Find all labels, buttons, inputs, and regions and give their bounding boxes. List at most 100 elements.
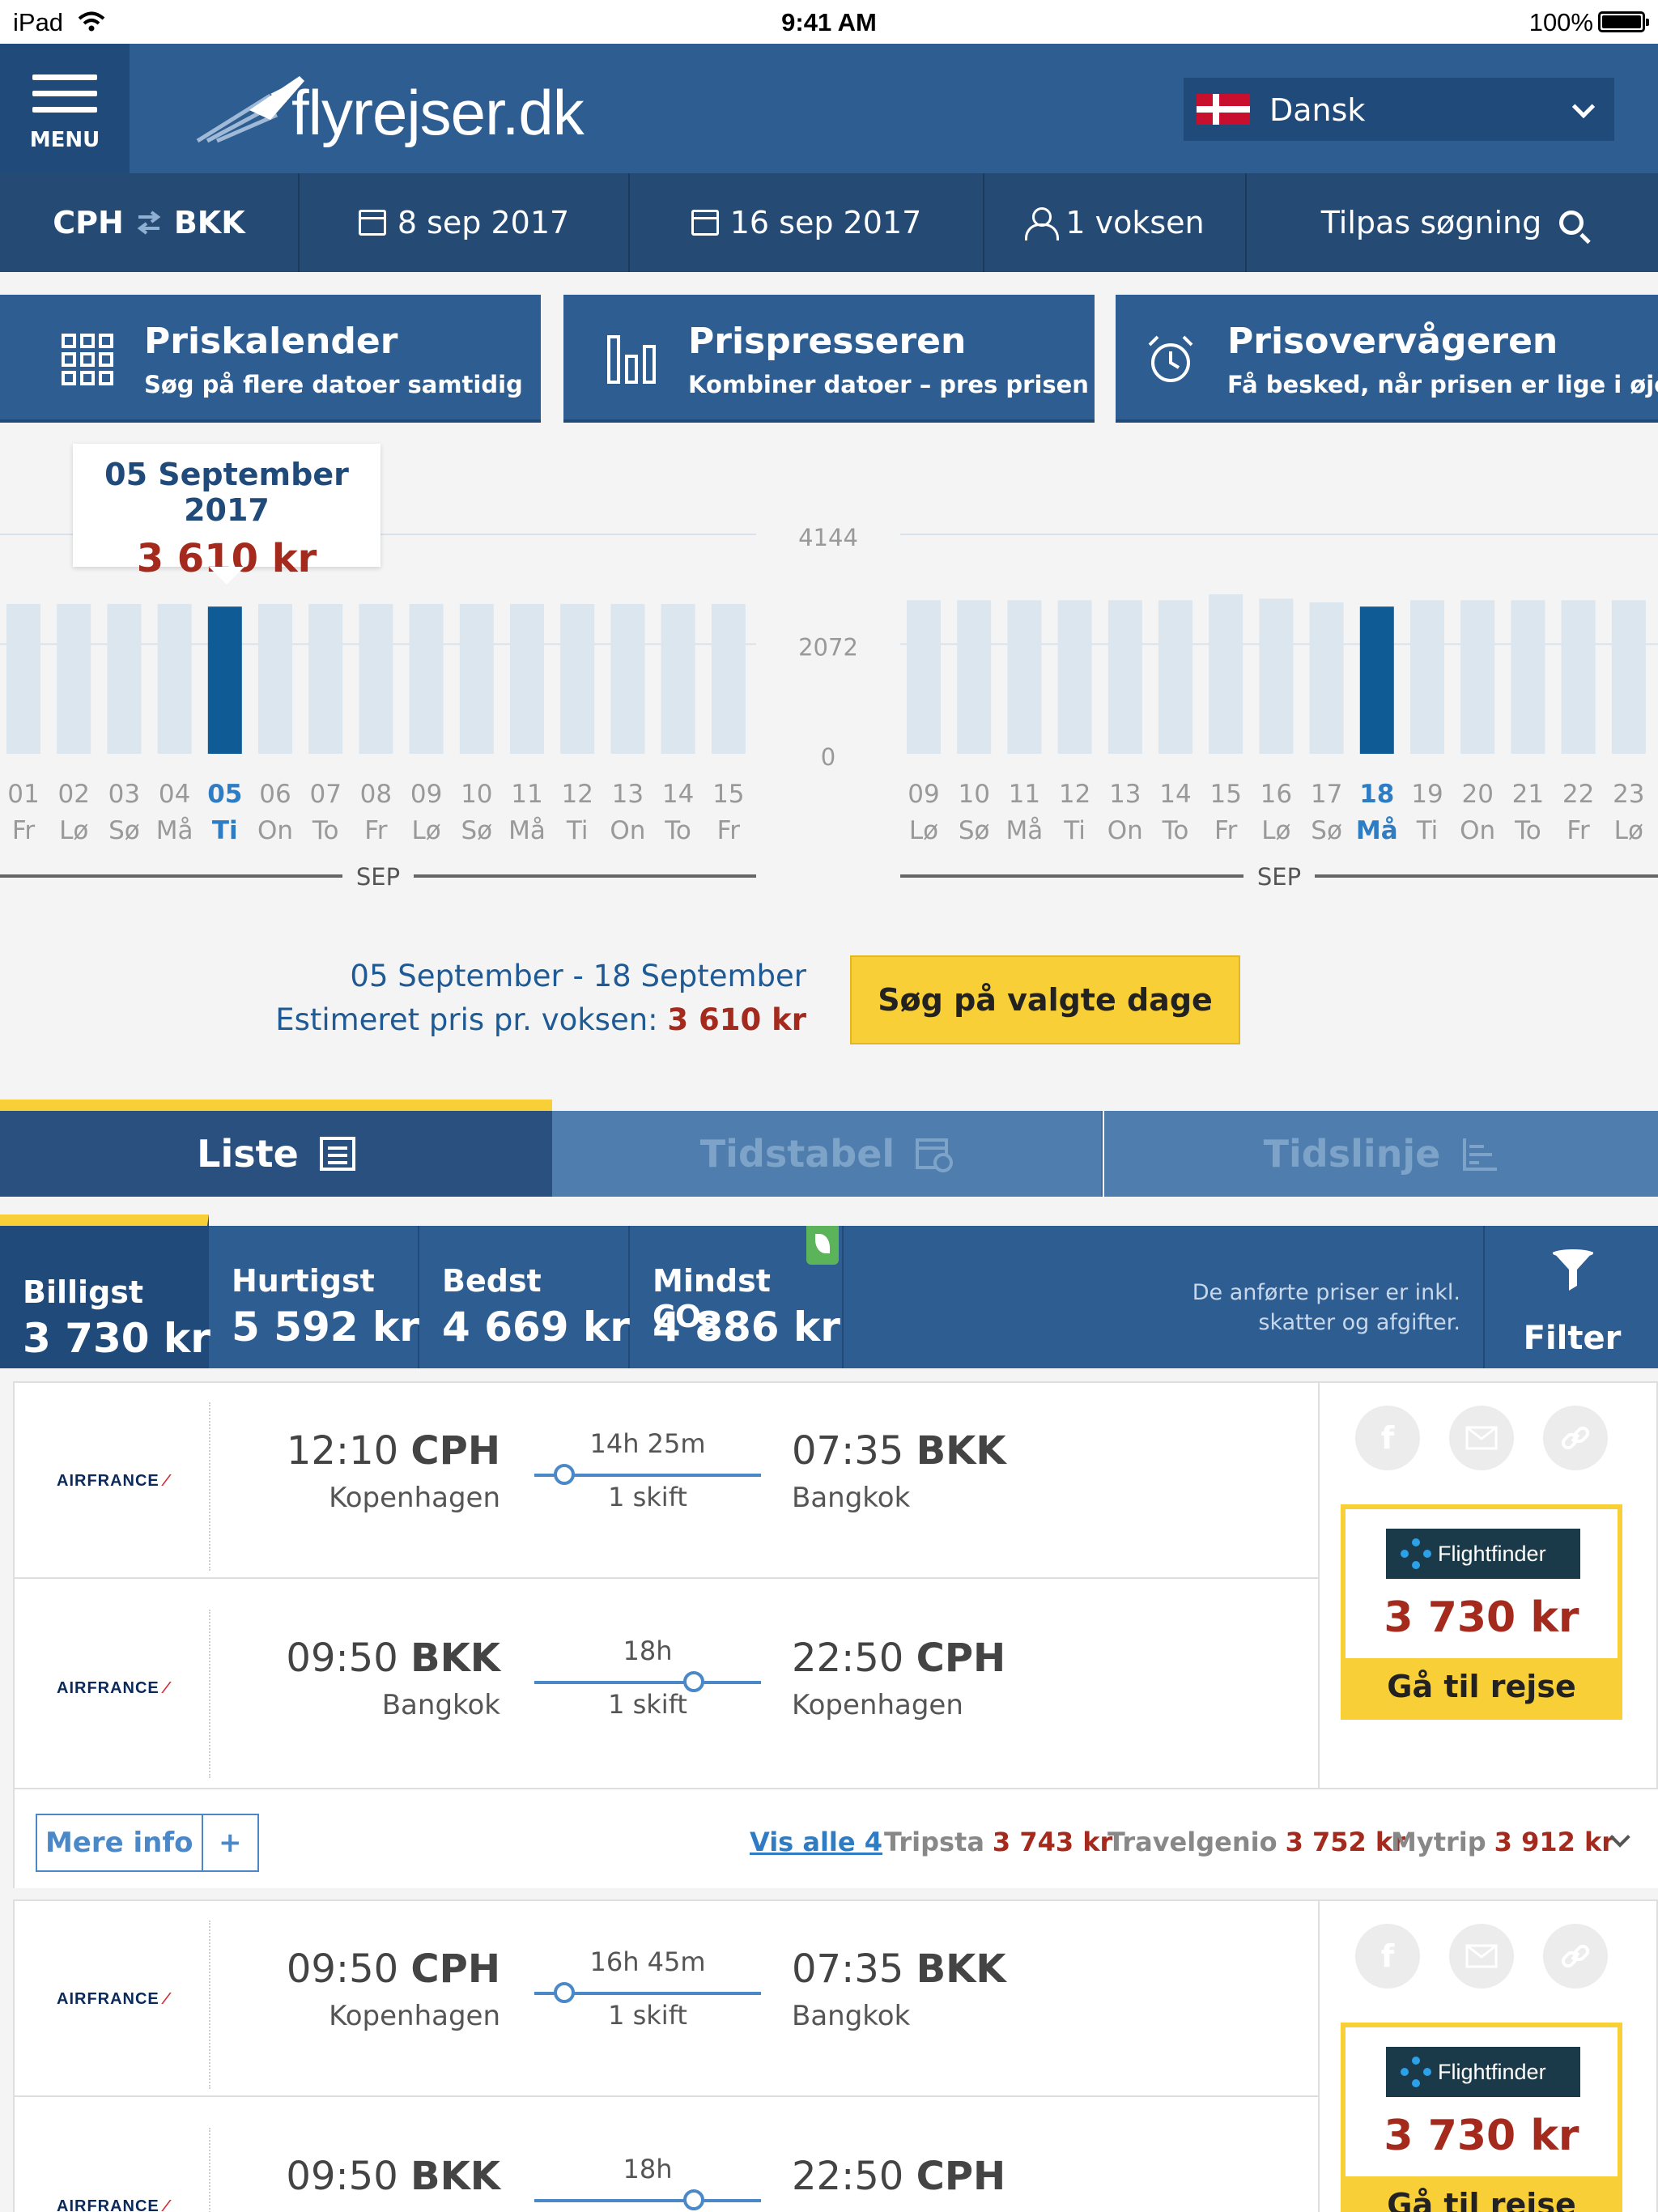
weekday-label: Fr — [12, 816, 36, 845]
chart-bar — [1158, 600, 1192, 754]
departure-code: CPH — [410, 1428, 500, 1474]
flight-leg-return[interactable]: AIRFRANCE ⁄ 09:50 BKK Bangkok 18h 1 skif… — [15, 1590, 1318, 1797]
go-to-trip-button[interactable]: Gå til rejse — [1346, 2176, 1618, 2212]
chart-bar — [610, 603, 645, 754]
chart-bar — [907, 600, 941, 754]
chart-bar — [359, 603, 393, 754]
stopover-dot — [554, 1464, 575, 1485]
weekday-label: On — [1460, 816, 1495, 845]
clock: 9:41 AM — [781, 8, 877, 36]
feature-title: Prispresseren — [688, 321, 967, 362]
x-tick-label: 02 — [57, 780, 89, 809]
airline-logo: AIRFRANCE ⁄ — [57, 1679, 168, 1697]
menu-button[interactable]: MENU — [0, 44, 130, 173]
bar-chart-icon — [607, 335, 656, 384]
filter-button[interactable]: Filter — [1483, 1226, 1658, 1368]
chart-bar — [308, 603, 343, 754]
route-line — [534, 1474, 761, 1477]
x-tick-label: 10 — [958, 780, 989, 809]
price-box[interactable]: Flightfinder 3 730 kr Gå til rejse — [1341, 2023, 1622, 2212]
tab-label: Tidstabel — [699, 1132, 895, 1176]
weekday-label: Må — [156, 816, 193, 845]
x-tick-label: 12 — [561, 780, 593, 809]
x-tick-label: 19 — [1411, 780, 1443, 809]
departure: 09:50 CPH — [287, 1946, 500, 1992]
feature-title: Priskalender — [144, 321, 398, 362]
search-selected-days-button[interactable]: Søg på valgte dage — [850, 955, 1240, 1044]
chevron-down-icon — [1571, 95, 1596, 119]
link-share-icon[interactable] — [1543, 1406, 1608, 1470]
sort-best[interactable]: Bedst 4 669 kr — [419, 1226, 630, 1368]
adjust-search-button[interactable]: Tilpas søgning — [1247, 173, 1658, 272]
link-share-icon[interactable] — [1543, 1924, 1608, 1989]
sort-fastest[interactable]: Hurtigst 5 592 kr — [209, 1226, 419, 1368]
sort-value: 5 592 kr — [232, 1304, 419, 1351]
x-tick-label: 15 — [1209, 780, 1241, 809]
sort-cheapest[interactable]: Billigst 3 730 kr — [0, 1214, 210, 1368]
route-line — [534, 1681, 761, 1684]
danish-flag-icon — [1197, 94, 1250, 125]
feature-priskalender[interactable]: Priskalender Søg på flere datoer samtidi… — [0, 295, 541, 423]
user-icon — [1025, 207, 1060, 240]
departure-time: 09:50 — [286, 1946, 399, 1992]
x-tick-label: 10 — [461, 780, 492, 809]
chart-bar — [1007, 600, 1042, 754]
feature-prisovervageren[interactable]: Prisovervågeren Få besked, når prisen er… — [1116, 295, 1658, 423]
sort-least-co2[interactable]: Mindst CO2 4 886 kr — [630, 1226, 844, 1368]
flight-leg-outbound[interactable]: AIRFRANCE ⁄ 09:50 CPH Kopenhagen 16h 45m… — [15, 1901, 1318, 2108]
chart-bar — [459, 603, 494, 754]
destination-code: BKK — [173, 205, 245, 240]
more-info-button[interactable]: Mere info + — [36, 1814, 259, 1872]
estimated-price: Estimeret pris pr. voksen: 3 610 kr — [275, 1002, 806, 1037]
feature-prispresseren[interactable]: Prispresseren Kombiner datoer – pres pri… — [563, 295, 1095, 423]
tooltip-date: 05 September 2017 — [104, 457, 349, 528]
language-selector[interactable]: Dansk — [1184, 78, 1614, 141]
depart-date: 8 sep 2017 — [397, 205, 570, 240]
alt-provider[interactable]: Travelgenio 3 752 kr — [1107, 1827, 1405, 1857]
weekday-label: Ti — [1416, 816, 1439, 845]
arrival-time: 22:50 — [792, 1636, 904, 1681]
facebook-share-icon[interactable]: f — [1355, 1406, 1420, 1470]
tab-tidstabel[interactable]: Tidstabel — [552, 1111, 1103, 1197]
tab-tidslinje[interactable]: Tidslinje — [1104, 1111, 1658, 1197]
chart-bar — [661, 603, 695, 754]
adjust-search-label: Tilpas søgning — [1320, 205, 1542, 240]
chart-bar — [1309, 602, 1344, 754]
weekday-label: Må — [1006, 816, 1044, 845]
airplane-logo-icon — [196, 76, 304, 143]
flight-leg-return[interactable]: AIRFRANCE ⁄ 09:50 BKK 18h 22:50 CPH — [15, 2108, 1318, 2212]
route-line — [534, 2199, 761, 2202]
flight-duration: 14h 25m — [589, 1428, 706, 1459]
flightfinder-icon — [1401, 2057, 1431, 2087]
departure-city: Kopenhagen — [329, 2000, 500, 2032]
result-card: AIRFRANCE ⁄ 12:10 CPH Kopenhagen 14h 25m… — [13, 1381, 1658, 1888]
flight-leg-outbound[interactable]: AIRFRANCE ⁄ 12:10 CPH Kopenhagen 14h 25m… — [15, 1383, 1318, 1590]
route-field[interactable]: CPH BKK — [0, 173, 300, 272]
flight-duration: 18h — [623, 2154, 673, 2184]
origin-code: CPH — [53, 205, 124, 240]
alt-provider[interactable]: Mytrip 3 912 kr — [1391, 1827, 1615, 1857]
tab-liste[interactable]: Liste — [0, 1100, 552, 1197]
sort-label: Billigst — [23, 1274, 144, 1310]
departure-time: 12:10 — [286, 1428, 399, 1474]
result-footer: Mere info + Vis alle 4 Tripsta 3 743 kr T… — [15, 1788, 1658, 1888]
departure-time: 09:50 — [286, 1636, 398, 1681]
alt-provider[interactable]: Tripsta 3 743 kr — [884, 1827, 1113, 1857]
price-box[interactable]: Flightfinder 3 730 kr Gå til rejse — [1341, 1504, 1622, 1720]
passengers-field[interactable]: 1 voksen — [984, 173, 1247, 272]
chart-bar-selected — [207, 606, 242, 754]
timeline-icon — [1463, 1138, 1498, 1171]
battery-label: 100% — [1528, 8, 1593, 36]
return-date-field[interactable]: 16 sep 2017 — [630, 173, 984, 272]
stopover-dot — [554, 1982, 575, 2003]
feature-title: Prisovervågeren — [1227, 321, 1558, 362]
weekday-label: Lø — [1261, 816, 1290, 845]
depart-date-field[interactable]: 8 sep 2017 — [300, 173, 630, 272]
email-share-icon[interactable] — [1449, 1406, 1514, 1470]
stopover-dot — [683, 2189, 704, 2210]
x-tick-label: 20 — [1461, 780, 1493, 809]
email-share-icon[interactable] — [1449, 1924, 1514, 1989]
facebook-share-icon[interactable]: f — [1355, 1924, 1420, 1989]
show-all-link[interactable]: Vis alle 4 — [750, 1827, 882, 1857]
go-to-trip-button[interactable]: Gå til rejse — [1346, 1658, 1618, 1715]
